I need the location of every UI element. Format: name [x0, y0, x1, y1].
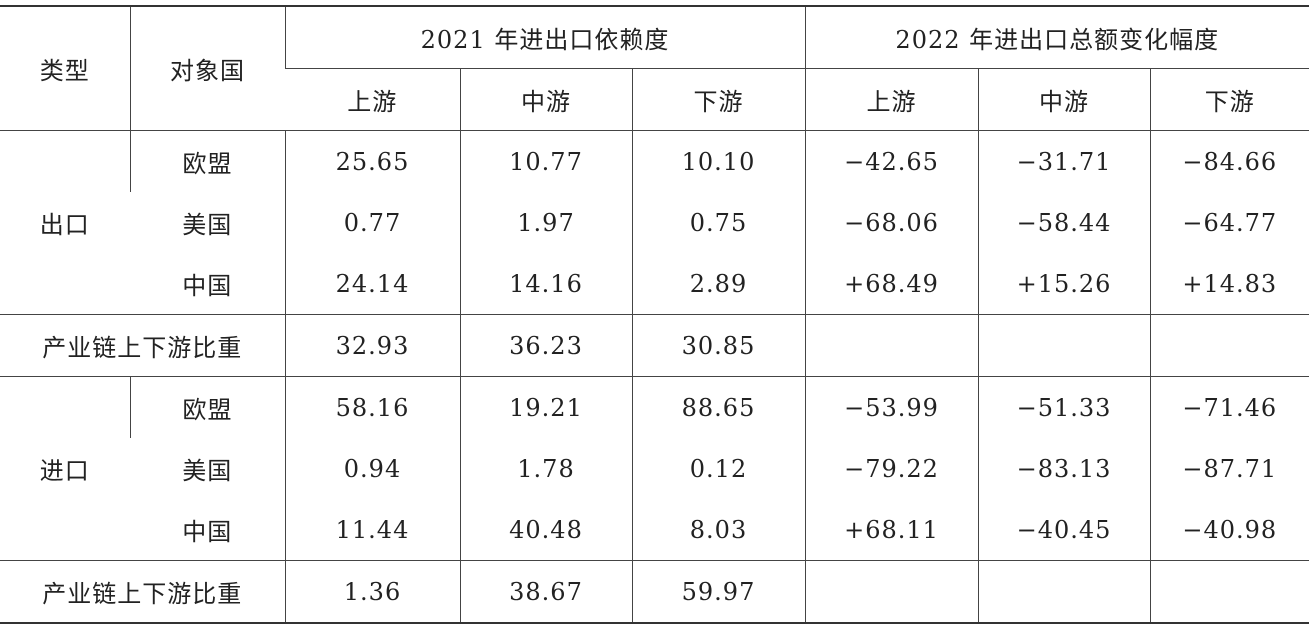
- table-body: 类型 对象国 2021 年进出口依赖度 2022 年进出口总额变化幅度 上游 中游…: [0, 6, 1309, 623]
- value-cell: 10.10: [631, 130, 806, 192]
- value-cell: +68.11: [804, 499, 979, 561]
- value-cell: 25.65: [284, 130, 460, 192]
- empty-cell: [977, 314, 1151, 377]
- value-cell: 0.94: [284, 438, 460, 499]
- value-cell: −40.98: [1149, 499, 1309, 561]
- value-cell: 88.65: [631, 376, 806, 438]
- value-cell: 1.97: [459, 192, 632, 253]
- value-cell: −40.45: [977, 499, 1151, 561]
- empty-cell: [804, 314, 979, 377]
- share-value: 59.97: [631, 560, 806, 623]
- value-cell: −84.66: [1149, 130, 1309, 192]
- subheader-cell: 下游: [1149, 68, 1309, 131]
- value-cell: −53.99: [804, 376, 979, 438]
- share-label: 产业链上下游比重: [42, 580, 243, 608]
- empty-cell: [977, 560, 1151, 623]
- subheader-cell: 下游: [631, 68, 806, 131]
- subheader-cell: 中游: [977, 68, 1151, 131]
- value-cell: −79.22: [804, 438, 979, 499]
- partner-cell: 美国: [182, 211, 233, 239]
- value-cell: −31.71: [977, 130, 1151, 192]
- value-cell: 2.89: [631, 253, 806, 315]
- empty-cell: [804, 560, 979, 623]
- value-cell: −51.33: [977, 376, 1151, 438]
- value-cell: −68.06: [804, 192, 979, 253]
- header-cell: 对象国: [129, 6, 285, 131]
- share-value: 30.85: [631, 314, 806, 377]
- value-cell: −71.46: [1149, 376, 1309, 438]
- data-row: 中国 11.44 40.48 8.03 +68.11 −40.45 −40.98: [0, 499, 1309, 561]
- share-value: 38.67: [459, 560, 632, 623]
- partner-cell: 欧盟: [129, 130, 285, 192]
- empty-cell: [1149, 314, 1309, 377]
- value-cell: 24.14: [284, 253, 460, 315]
- header-row: 类型 对象国 2021 年进出口依赖度 2022 年进出口总额变化幅度: [0, 6, 1309, 131]
- share-row: 产业链上下游比重 1.36 38.67 59.97: [0, 560, 1309, 623]
- value-cell: −64.77: [1149, 192, 1309, 253]
- value-cell: +15.26: [977, 253, 1151, 315]
- value-cell: 11.44: [284, 499, 460, 561]
- value-cell: 19.21: [459, 376, 632, 438]
- value-cell: −83.13: [977, 438, 1151, 499]
- value-cell: 1.78: [459, 438, 632, 499]
- value-cell: −42.65: [804, 130, 979, 192]
- value-cell: 8.03: [631, 499, 806, 561]
- value-cell: 0.77: [284, 192, 460, 253]
- data-row: 中国 24.14 14.16 2.89 +68.49 +15.26 +14.83: [0, 253, 1309, 315]
- group-header: 2022 年进出口总额变化幅度: [804, 6, 1309, 69]
- share-label: 产业链上下游比重: [0, 314, 285, 377]
- value-cell: 0.12: [631, 438, 806, 499]
- value-cell: +68.49: [804, 253, 979, 315]
- subheader-cell: 中游: [459, 68, 632, 131]
- value-cell: +14.83: [1149, 253, 1309, 315]
- share-row: 产业链上下游比重 32.93 36.23 30.85: [0, 314, 1309, 377]
- group-header: 2021 年进出口依赖度: [284, 6, 806, 69]
- share-value: 36.23: [459, 314, 632, 377]
- empty-cell: [1149, 560, 1309, 623]
- subheader-cell: 上游: [285, 68, 460, 131]
- data-row: 美国 0.94 1.78 0.12 −79.22 −83.13 −87.71: [0, 438, 1309, 499]
- data-row: 美国 0.77 1.97 0.75 −68.06 −58.44 −64.77: [0, 192, 1309, 253]
- partner-cell: 中国: [130, 499, 285, 561]
- value-cell: 40.48: [459, 499, 632, 561]
- data-row: 进口 欧盟 58.16 19.21 88.65 −53.99 −51.33 −71.46: [0, 376, 1309, 561]
- header-cell: 类型: [0, 6, 130, 131]
- partner-cell: 中国: [130, 253, 285, 315]
- partner-cell: 美国: [182, 457, 233, 485]
- share-value: 1.36: [284, 560, 460, 623]
- partner-cell: 欧盟: [129, 376, 285, 438]
- type-cell: 出口: [0, 130, 130, 315]
- value-cell: 10.77: [459, 130, 632, 192]
- type-cell: 进口: [0, 376, 130, 561]
- subheader-cell: 上游: [804, 68, 979, 131]
- value-cell: −58.44: [977, 192, 1151, 253]
- value-cell: 0.75: [631, 192, 806, 253]
- value-cell: −87.71: [1149, 438, 1309, 499]
- value-cell: 58.16: [284, 376, 460, 438]
- value-cell: 14.16: [459, 253, 632, 315]
- data-table: 类型 对象国 2021 年进出口依赖度 2022 年进出口总额变化幅度 上游 中游…: [0, 5, 1309, 624]
- share-value: 32.93: [284, 314, 460, 377]
- data-row: 出口 欧盟 25.65 10.77 10.10 −42.65 −31.71 −84.66: [0, 130, 1309, 315]
- subheader-row: 上游 中游 下游 上游 中游 下游: [0, 68, 1309, 131]
